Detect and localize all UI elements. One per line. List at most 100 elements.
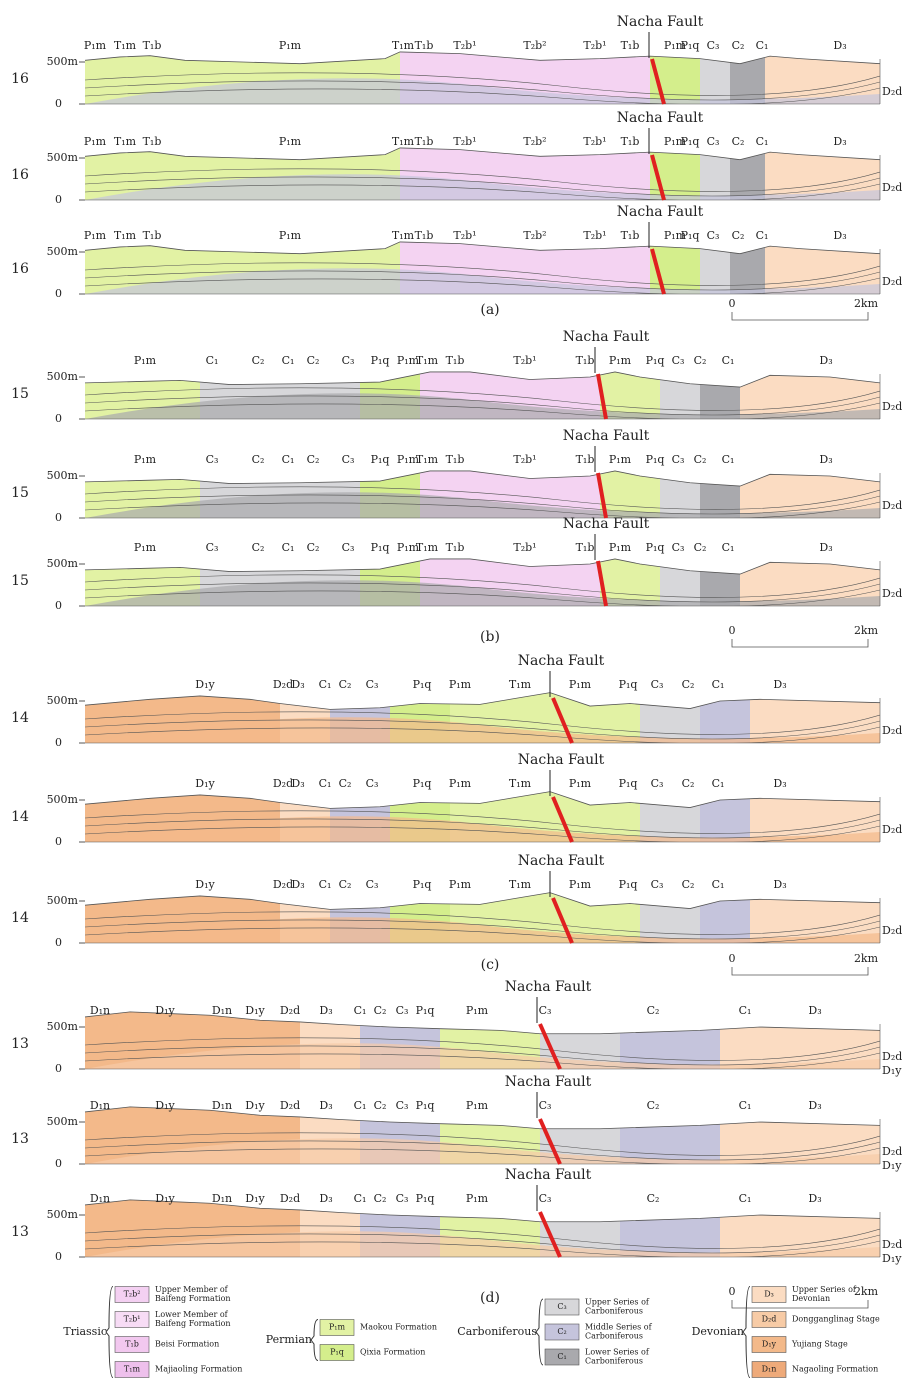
formation-label: T₁b	[576, 541, 595, 554]
section-number: 15	[11, 485, 29, 501]
formation-label: T₂b²	[523, 39, 546, 52]
formation-label: P₁m	[279, 135, 302, 148]
formation-area	[540, 989, 620, 1069]
formation-label: C₃	[342, 354, 355, 367]
section: Nacha Fault13500m0D₂dD₁yD₁nD₁yD₁nD₁yD₂dD…	[11, 1167, 902, 1265]
formation-label: C₃	[539, 1004, 552, 1017]
formation-area	[700, 762, 750, 842]
boundary-label: D₂d	[882, 85, 902, 98]
formation-label: C₃	[707, 39, 720, 52]
formation-label: C₁	[739, 1099, 752, 1112]
legend-symbol: P₁q	[330, 1348, 344, 1357]
legend-description: Yujiang Stage	[791, 1340, 848, 1349]
formation-label: D₁y	[155, 1004, 175, 1017]
formation-label: D₁n	[90, 1004, 110, 1017]
formation-label: D₃	[808, 1099, 821, 1112]
legend-symbol: D₁y	[762, 1340, 777, 1349]
formation-label: D₃	[819, 453, 832, 466]
formation-label: P₁m	[449, 678, 472, 691]
fault-label: Nacha Fault	[617, 14, 704, 30]
section-fill	[85, 1177, 880, 1258]
fault-label: Nacha Fault	[518, 853, 605, 869]
section-number: 16	[11, 167, 29, 183]
formation-label: D₁y	[245, 1004, 265, 1017]
section-number: 15	[11, 386, 29, 402]
formation-label: P₁m	[609, 453, 632, 466]
formation-label: C₂	[374, 1004, 387, 1017]
formation-area	[700, 663, 750, 743]
formation-label: C₁	[739, 1004, 752, 1017]
formation-area	[660, 438, 700, 518]
formation-area	[620, 989, 720, 1069]
formation-label: C₃	[651, 878, 664, 891]
formation-label: P₁q	[416, 1192, 435, 1205]
section-number: 14	[11, 710, 29, 726]
formation-label: P₁q	[681, 39, 700, 52]
formation-label: C₃	[366, 777, 379, 790]
formation-label: C₃	[206, 453, 219, 466]
formation-label: C₃	[707, 229, 720, 242]
depth-label: 0	[55, 936, 62, 949]
formation-label: C₃	[396, 1099, 409, 1112]
legend-symbol: D₂d	[762, 1315, 777, 1324]
scale-bar	[732, 967, 868, 975]
section-number: 15	[11, 573, 29, 589]
formation-label: C₂	[647, 1192, 660, 1205]
formation-label: P₁m	[134, 453, 157, 466]
formation-label: C₁	[206, 354, 219, 367]
formation-label: P₁m	[84, 135, 107, 148]
scale-label: 2km	[854, 624, 879, 637]
formation-area	[540, 1177, 620, 1257]
formation-label: P₁q	[619, 878, 638, 891]
legend-description: Carboniferous	[585, 1307, 643, 1316]
formation-label: C₁	[712, 878, 725, 891]
formation-label: C₂	[252, 354, 265, 367]
formation-label: D₃	[833, 229, 846, 242]
boundary-label: D₂d	[882, 400, 902, 413]
formation-label: C₂	[694, 453, 707, 466]
legend-group: Carboniferous	[457, 1325, 537, 1338]
section: Nacha Fault14500m0D₂dD₁yD₂dD₃C₁C₂C₃P₁qP₁…	[11, 653, 902, 749]
depth-label: 500m	[47, 55, 79, 68]
depth-label: 0	[55, 97, 62, 110]
formation-label: P₁m	[466, 1192, 489, 1205]
formation-label: D₃	[319, 1004, 332, 1017]
formation-label: D₃	[833, 135, 846, 148]
section-number: 13	[11, 1224, 29, 1240]
legend-description: Qixia Formation	[360, 1348, 425, 1357]
formation-label: D₂d	[273, 678, 293, 691]
legend-description: Maokou Formation	[360, 1323, 437, 1332]
formation-label: P₁q	[619, 777, 638, 790]
formation-label: D₃	[808, 1004, 821, 1017]
depth-label: 500m	[47, 1115, 79, 1128]
formation-label: P₁m	[84, 39, 107, 52]
depth-label: 500m	[47, 469, 79, 482]
formation-label: T₁b	[415, 229, 434, 242]
formation-label: D₁n	[90, 1192, 110, 1205]
boundary-label: D₂d	[882, 587, 902, 600]
formation-area	[540, 1084, 620, 1164]
formation-label: C₁	[354, 1099, 367, 1112]
formation-label: P₁m	[84, 229, 107, 242]
formation-label: P₁q	[619, 678, 638, 691]
formation-label: T₂b¹	[583, 39, 606, 52]
depth-label: 0	[55, 412, 62, 425]
section-fill	[85, 863, 880, 944]
depth-label: 0	[55, 1062, 62, 1075]
formation-label: C₁	[354, 1192, 367, 1205]
formation-label: T₁m	[416, 541, 439, 554]
formation-label: C₁	[722, 541, 735, 554]
depth-label: 500m	[47, 1020, 79, 1033]
formation-label: C₁	[319, 678, 332, 691]
formation-label: C₂	[682, 878, 695, 891]
formation-label: T₁m	[114, 135, 137, 148]
panel-caption: (b)	[480, 629, 500, 645]
boundary-label: D₂d	[882, 499, 902, 512]
formation-label: C₃	[539, 1099, 552, 1112]
formation-label: P₁m	[279, 39, 302, 52]
formation-label: T₂b¹	[453, 39, 476, 52]
section: Nacha Fault16500m0D₂dP₁mT₁mT₁bP₁mT₁mT₁bT…	[11, 110, 902, 206]
formation-label: T₂b²	[523, 229, 546, 242]
formation-label: C₂	[647, 1004, 660, 1017]
formation-area	[700, 438, 740, 518]
